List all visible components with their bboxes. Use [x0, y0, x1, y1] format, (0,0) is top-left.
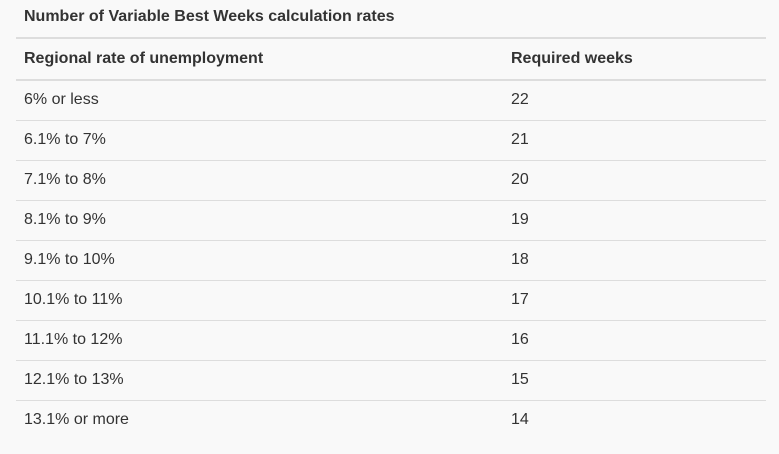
required-weeks-cell: 22	[511, 91, 529, 109]
required-weeks-cell: 18	[503, 239, 766, 280]
rates-table: Regional rate of unemployment Required w…	[16, 37, 766, 440]
table-row: 9.1% to 10% 18	[16, 239, 766, 280]
table-row: 12.1% to 13% 15	[16, 359, 766, 400]
column-header-required-weeks: Required weeks	[503, 37, 766, 81]
required-weeks-cell: 16	[503, 319, 766, 360]
unemployment-rate-cell: 10.1% to 11%	[16, 279, 503, 320]
table-header-row: Regional rate of unemployment Required w…	[16, 37, 766, 81]
required-weeks-cell: 21	[503, 119, 766, 160]
table-row: 11.1% to 12% 16	[16, 319, 766, 360]
unemployment-rate-cell: 13.1% or more	[16, 399, 503, 440]
unemployment-rate-cell: 11.1% to 12%	[16, 319, 503, 360]
table-caption: Number of Variable Best Weeks calculatio…	[24, 8, 395, 25]
table-row: 10.1% to 11% 17	[16, 279, 766, 320]
table-row: 6.1% to 7% 21	[16, 119, 766, 160]
required-weeks-cell: 17	[503, 279, 766, 320]
unemployment-rate-cell: 6.1% to 7%	[16, 119, 503, 160]
unemployment-rate-cell: 9.1% to 10%	[16, 239, 503, 280]
column-header-unemployment-rate: Regional rate of unemployment	[16, 37, 503, 81]
table-row: 8.1% to 9% 19	[16, 199, 766, 240]
table-row: 13.1% or more 14	[16, 399, 766, 440]
unemployment-rate-cell: 12.1% to 13%	[16, 359, 503, 400]
required-weeks-cell: 15	[503, 359, 766, 400]
table-row: 6% or less 22	[16, 80, 766, 120]
required-weeks-cell: 20	[503, 159, 766, 200]
required-weeks-cell: 19	[503, 199, 766, 240]
unemployment-rate-cell: 8.1% to 9%	[16, 199, 503, 240]
unemployment-rate-cell: 6% or less	[24, 91, 99, 109]
unemployment-rate-cell: 7.1% to 8%	[16, 159, 503, 200]
table-row: 7.1% to 8% 20	[16, 159, 766, 200]
required-weeks-cell: 14	[503, 399, 766, 440]
